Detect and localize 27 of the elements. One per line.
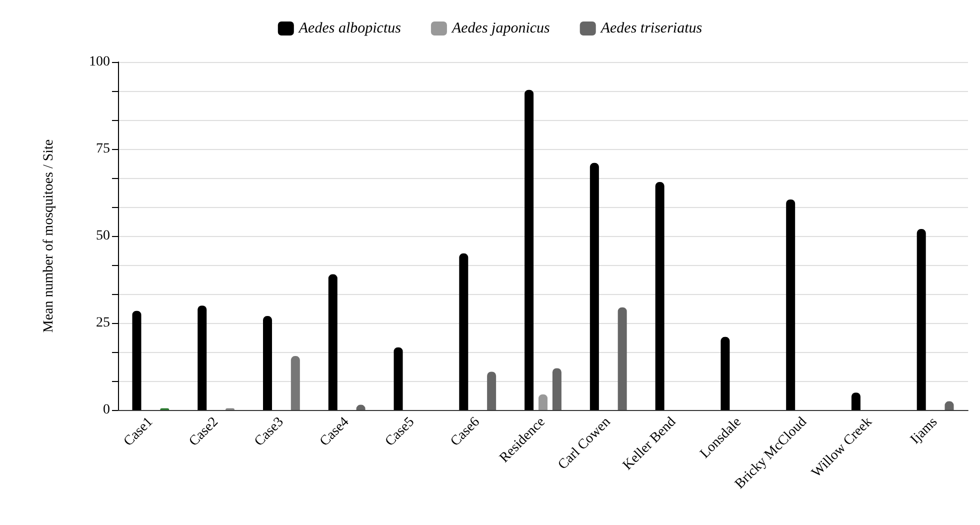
- bar: [198, 306, 207, 410]
- bar: [538, 394, 548, 410]
- bar: [590, 162, 599, 410]
- bar: [916, 229, 926, 410]
- legend-label: Aedes albopictus: [298, 20, 402, 36]
- bar: [851, 392, 860, 410]
- y-axis-title: Mean number of mosquitoes / Site: [42, 139, 56, 333]
- bar: [290, 356, 300, 410]
- bar: [459, 253, 468, 410]
- y-tick-label: 25: [96, 316, 110, 330]
- legend-label: Aedes triseriatus: [600, 20, 702, 36]
- y-tick-label: 0: [103, 402, 110, 418]
- bar: [524, 90, 534, 410]
- bar: [552, 368, 562, 410]
- bar: [487, 372, 496, 410]
- y-tick-label: 100: [89, 54, 110, 70]
- bar: [263, 316, 272, 410]
- bar: [655, 182, 664, 410]
- bar: [786, 199, 796, 410]
- y-tick-label: 50: [96, 228, 110, 244]
- legend-label: Aedes japonicus: [450, 20, 550, 36]
- bar: [720, 336, 730, 410]
- bar: [618, 307, 627, 410]
- bar: [394, 347, 403, 410]
- bar: [132, 310, 142, 410]
- bar: [328, 274, 338, 410]
- y-tick-label: 75: [96, 142, 110, 156]
